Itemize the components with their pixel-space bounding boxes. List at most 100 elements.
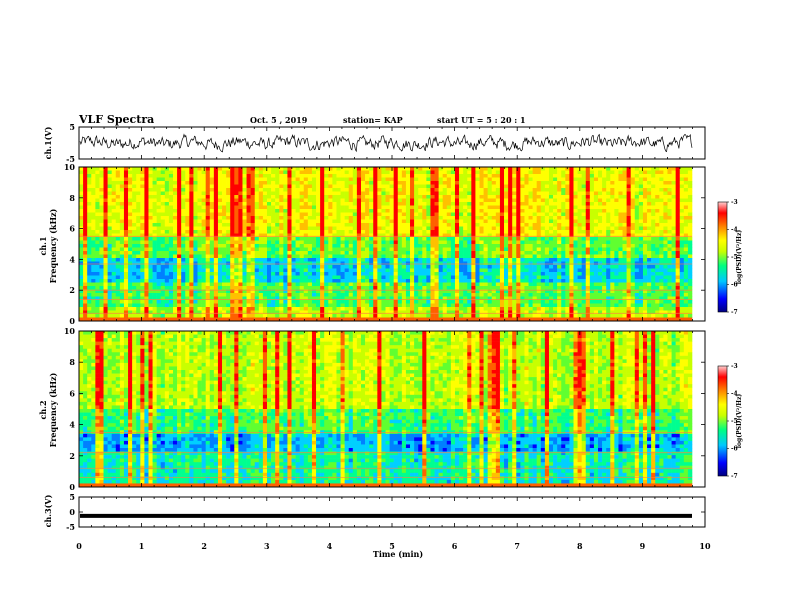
spectrogram-cell xyxy=(683,237,689,241)
spectrogram-cell xyxy=(442,268,448,273)
spectrogram-cell xyxy=(181,230,186,234)
spectrogram-cell xyxy=(152,181,157,185)
spectrogram-cell xyxy=(606,272,611,276)
spectrogram-cell xyxy=(663,195,668,199)
spectrogram-cell xyxy=(577,188,582,192)
spectrogram-cell xyxy=(426,254,431,259)
spectrogram-cell xyxy=(610,268,615,273)
spectrogram-cell xyxy=(634,216,640,220)
spectrogram-cell xyxy=(83,233,88,238)
spectrogram-cell xyxy=(320,272,325,276)
spectrogram-cell xyxy=(209,170,215,175)
spectrogram-cell xyxy=(373,219,378,224)
spectrogram-cell xyxy=(373,223,378,227)
spectrogram-cell xyxy=(675,170,681,175)
spectrogram-cell xyxy=(614,205,619,210)
spectrogram-cell xyxy=(553,223,558,227)
spectrogram-cell xyxy=(618,258,623,262)
spectrogram-cell xyxy=(479,261,484,266)
spectrogram-cell xyxy=(577,198,582,203)
spectrogram-cell xyxy=(324,247,329,252)
spectrogram-cell xyxy=(618,195,623,199)
spectrogram-cell xyxy=(160,205,166,210)
spectrogram-cell xyxy=(573,174,578,178)
spectrogram-cell xyxy=(450,198,456,203)
spectrogram-cell xyxy=(185,223,190,227)
spectrogram-cell xyxy=(279,184,284,189)
spectrogram-cell xyxy=(111,230,117,234)
spectrogram-cell xyxy=(164,226,170,231)
spectrogram-cell xyxy=(205,184,211,189)
spectrogram-cell xyxy=(140,191,145,196)
spectrogram-cell xyxy=(79,268,84,273)
spectrogram-cell xyxy=(91,254,96,259)
spectrogram-cell xyxy=(168,188,174,192)
spectrogram-cell xyxy=(618,240,623,245)
spectrogram-cell xyxy=(111,258,117,262)
spectrogram-cell xyxy=(683,223,689,227)
spectrogram-cell xyxy=(565,209,570,213)
spectrogram-cell xyxy=(414,261,419,266)
spectrogram-cell xyxy=(618,219,623,224)
spectrogram-cell xyxy=(311,272,317,276)
spectrogram-cell xyxy=(553,177,558,182)
spectrogram-cell xyxy=(344,191,350,196)
spectrogram-cell xyxy=(246,258,251,262)
spectrogram-cell xyxy=(614,244,619,248)
spectrogram-cell xyxy=(266,170,272,175)
spectrogram-cell xyxy=(115,230,121,234)
spectrogram-cell xyxy=(246,226,251,231)
spectrogram-cell xyxy=(422,209,427,213)
spectrogram-cell xyxy=(226,258,231,262)
spectrogram-cell xyxy=(459,268,464,273)
spectrogram-cell xyxy=(140,195,145,199)
spectrogram-cell xyxy=(548,233,554,238)
spectrogram-cell xyxy=(573,202,578,206)
spectrogram-cell xyxy=(577,275,582,280)
spectrogram-cell xyxy=(123,219,129,224)
spectrogram-cell xyxy=(634,223,640,227)
spectrogram-cell xyxy=(397,261,403,266)
spectrogram-cell xyxy=(593,184,599,189)
spectrogram-cell xyxy=(197,198,202,203)
spectrogram-cell xyxy=(373,261,378,266)
spectrogram-cell xyxy=(454,198,460,203)
spectrogram-cell xyxy=(512,170,517,175)
spectrogram-cell xyxy=(491,216,497,220)
spectrogram-cell xyxy=(111,202,117,206)
spectrogram-cell xyxy=(115,258,121,262)
spectrogram-cell xyxy=(532,181,538,185)
spectrogram-cell xyxy=(642,216,648,220)
spectrogram-cell xyxy=(365,219,370,224)
spectrogram-cell xyxy=(622,216,627,220)
spectrogram-cell xyxy=(410,237,415,241)
spectrogram-cell xyxy=(397,240,403,245)
spectrogram-cell xyxy=(463,209,468,213)
spectrogram-cell xyxy=(459,170,464,175)
spectrogram-cell xyxy=(434,209,439,213)
spectrogram-cell xyxy=(598,188,603,192)
spectrogram-cell xyxy=(442,195,448,199)
spectrogram-cell xyxy=(524,198,529,203)
spectrogram-cell xyxy=(479,226,484,231)
spectrogram-cell xyxy=(87,275,92,280)
spectrogram-cell xyxy=(275,198,280,203)
spectrogram-cell xyxy=(230,216,235,220)
spectrogram-cell xyxy=(532,275,538,280)
spectrogram-cell xyxy=(332,198,337,203)
spectrogram-cell xyxy=(508,254,513,259)
spectrogram-cell xyxy=(561,212,566,217)
spectrogram-cell xyxy=(548,170,554,175)
spectrogram-cell xyxy=(152,237,157,241)
spectrogram-cell xyxy=(230,177,235,182)
spectrogram-cell xyxy=(548,177,554,182)
spectrogram-cell xyxy=(123,272,129,276)
spectrogram-cell xyxy=(471,251,476,255)
spectrogram-cell xyxy=(226,181,231,185)
spectrogram-cell xyxy=(393,170,399,175)
spectrogram-cell xyxy=(418,233,423,238)
spectrogram-cell xyxy=(217,167,223,171)
spectrogram-cell xyxy=(128,167,133,171)
spectrogram-cell xyxy=(569,268,574,273)
spectrogram-cell xyxy=(123,265,129,269)
